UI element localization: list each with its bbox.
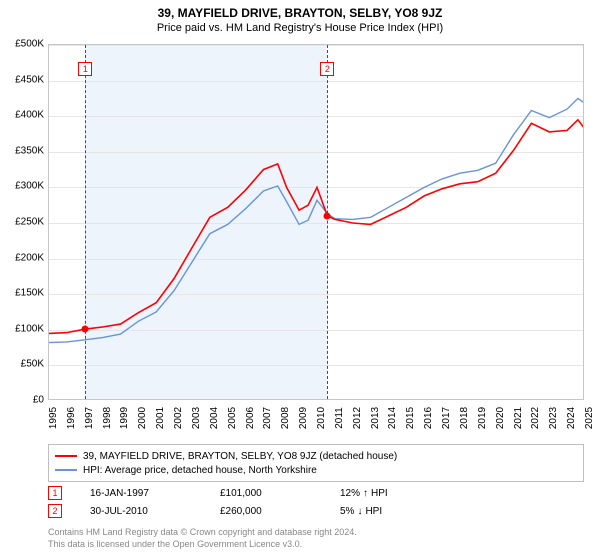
- sale-diff: 5%↓HPI: [340, 506, 382, 517]
- legend-label-hpi: HPI: Average price, detached house, Nort…: [83, 465, 317, 476]
- x-tick-label: 2010: [316, 407, 327, 429]
- x-tick-label: 2023: [548, 407, 559, 429]
- sale-badge-1: 1: [78, 62, 92, 76]
- chart-subtitle: Price paid vs. HM Land Registry's House …: [0, 20, 600, 34]
- x-tick-label: 2004: [209, 407, 220, 429]
- legend-row-property: 39, MAYFIELD DRIVE, BRAYTON, SELBY, YO8 …: [55, 449, 577, 463]
- y-tick-label: £350K: [0, 145, 44, 156]
- x-tick-label: 2003: [191, 407, 202, 429]
- y-tick-label: £500K: [0, 39, 44, 50]
- y-tick-label: £400K: [0, 110, 44, 121]
- y-tick-label: £50K: [0, 359, 44, 370]
- line-series: [49, 45, 584, 400]
- arrow-up-icon: ↑: [363, 488, 368, 499]
- legend-swatch-hpi: [55, 469, 77, 471]
- chart: 12 1995199619971998199920002001200220032…: [48, 44, 584, 412]
- plot-area: 12: [48, 44, 584, 400]
- x-tick-label: 2012: [352, 407, 363, 429]
- x-tick-label: 2022: [530, 407, 541, 429]
- x-tick-label: 2008: [280, 407, 291, 429]
- sale-badge-2: 2: [320, 62, 334, 76]
- x-axis-labels: 1995199619971998199920002001200220032004…: [48, 400, 584, 414]
- x-tick-label: 2024: [566, 407, 577, 429]
- credit-text: Contains HM Land Registry data © Crown c…: [48, 527, 584, 550]
- x-tick-label: 2017: [441, 407, 452, 429]
- x-tick-label: 1999: [119, 407, 130, 429]
- credit-line-1: Contains HM Land Registry data © Crown c…: [48, 527, 584, 539]
- x-tick-label: 2021: [513, 407, 524, 429]
- y-tick-label: £150K: [0, 288, 44, 299]
- y-tick-label: £100K: [0, 323, 44, 334]
- y-tick-label: £200K: [0, 252, 44, 263]
- y-tick-label: £250K: [0, 217, 44, 228]
- legend-label-property: 39, MAYFIELD DRIVE, BRAYTON, SELBY, YO8 …: [83, 451, 397, 462]
- x-tick-label: 2006: [245, 407, 256, 429]
- sale-diff: 12%↑HPI: [340, 488, 388, 499]
- x-tick-label: 2005: [227, 407, 238, 429]
- x-tick-label: 2020: [495, 407, 506, 429]
- line-hpi: [49, 98, 584, 342]
- x-tick-label: 2016: [423, 407, 434, 429]
- legend-swatch-property: [55, 455, 77, 457]
- x-tick-label: 1997: [84, 407, 95, 429]
- x-tick-label: 1996: [66, 407, 77, 429]
- x-tick-label: 2013: [370, 407, 381, 429]
- sale-marker-dot: [324, 212, 331, 219]
- sale-row-badge: 1: [48, 486, 62, 500]
- x-tick-label: 1998: [102, 407, 113, 429]
- line-property: [49, 120, 584, 334]
- x-tick-label: 2018: [459, 407, 470, 429]
- y-tick-label: £300K: [0, 181, 44, 192]
- chart-title: 39, MAYFIELD DRIVE, BRAYTON, SELBY, YO8 …: [0, 0, 600, 20]
- sale-price: £260,000: [220, 506, 340, 517]
- sale-price: £101,000: [220, 488, 340, 499]
- x-tick-label: 2002: [173, 407, 184, 429]
- arrow-down-icon: ↓: [357, 506, 362, 517]
- y-tick-label: £450K: [0, 74, 44, 85]
- sale-date: 30-JUL-2010: [90, 506, 220, 517]
- sales-table: 1 16-JAN-1997£101,00012%↑HPI 2 30-JUL-2010£…: [48, 484, 584, 520]
- sale-row: 2 30-JUL-2010£260,0005%↓HPI: [48, 502, 584, 520]
- x-tick-label: 2009: [298, 407, 309, 429]
- legend: 39, MAYFIELD DRIVE, BRAYTON, SELBY, YO8 …: [48, 444, 584, 482]
- x-tick-label: 2025: [584, 407, 595, 429]
- x-tick-label: 2015: [405, 407, 416, 429]
- credit-line-2: This data is licensed under the Open Gov…: [48, 539, 584, 551]
- x-tick-label: 2011: [334, 407, 345, 429]
- x-tick-label: 2007: [262, 407, 273, 429]
- sale-row: 1 16-JAN-1997£101,00012%↑HPI: [48, 484, 584, 502]
- x-tick-label: 2001: [155, 407, 166, 429]
- y-tick-label: £0: [0, 395, 44, 406]
- sale-marker-dot: [82, 326, 89, 333]
- x-tick-label: 2014: [387, 407, 398, 429]
- x-tick-label: 1995: [48, 407, 59, 429]
- x-tick-label: 2019: [477, 407, 488, 429]
- x-tick-label: 2000: [137, 407, 148, 429]
- sale-date: 16-JAN-1997: [90, 488, 220, 499]
- legend-row-hpi: HPI: Average price, detached house, Nort…: [55, 463, 577, 477]
- sale-row-badge: 2: [48, 504, 62, 518]
